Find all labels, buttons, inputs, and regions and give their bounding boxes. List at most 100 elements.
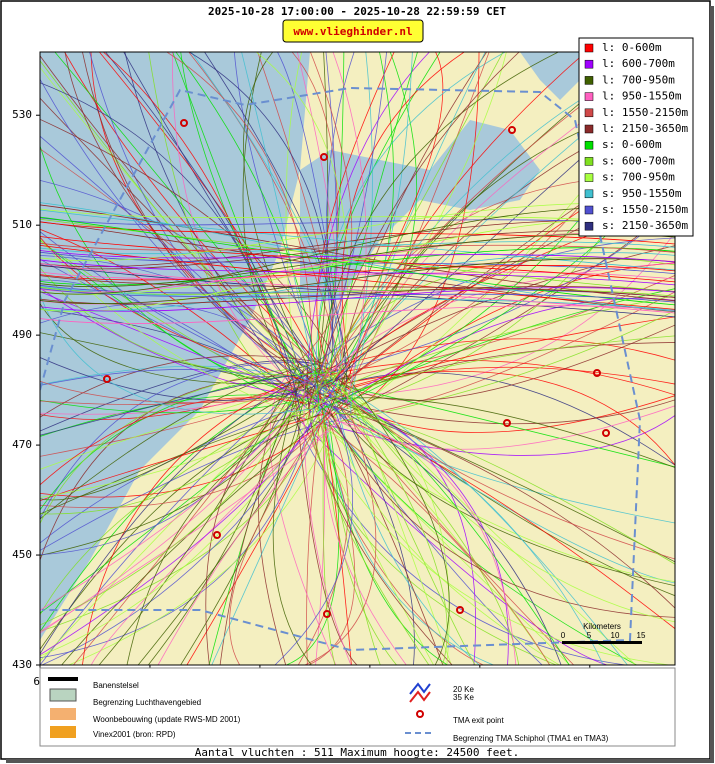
flight-track <box>40 372 342 656</box>
flight-track <box>315 404 637 665</box>
legend-label: l: 950-1550m <box>602 90 682 103</box>
legend-box <box>578 37 694 237</box>
flight-track <box>291 52 339 411</box>
flight-track <box>190 52 341 369</box>
map-border <box>39 51 676 666</box>
flight-track <box>40 388 304 662</box>
legend-swatch <box>584 205 594 215</box>
land <box>40 52 675 665</box>
flight-track <box>40 287 675 312</box>
flight-track <box>40 390 301 556</box>
flight-track <box>40 242 675 253</box>
legend-label: s: 600-700m <box>602 154 675 167</box>
flight-track <box>40 374 333 515</box>
scale-bar: Kilometers 0 5 10 15 <box>561 622 646 644</box>
flight-track <box>40 361 309 519</box>
flight-track <box>40 408 294 611</box>
flight-track <box>285 52 303 381</box>
flight-track <box>40 135 345 420</box>
flight-track <box>256 52 349 392</box>
legend-label: s: 700-950m <box>602 171 675 184</box>
tma-boundary <box>40 86 642 652</box>
flight-track <box>40 413 308 515</box>
exit-points <box>103 119 610 618</box>
legend-label: s: 2150-3650m <box>602 219 688 232</box>
flight-track <box>311 52 504 400</box>
flight-track <box>40 305 675 324</box>
flight-track <box>40 250 675 263</box>
flight-track <box>306 413 670 665</box>
legend-swatch <box>584 173 594 182</box>
flight-track <box>40 216 675 306</box>
flight-track <box>40 202 675 312</box>
y-tick-label: 490 <box>12 328 32 341</box>
legend-swatch <box>584 189 594 199</box>
flight-track <box>292 335 675 416</box>
flight-track <box>329 412 675 618</box>
flight-track <box>64 52 319 398</box>
flight-track <box>325 382 675 597</box>
flight-track <box>322 365 675 623</box>
flight-track <box>242 52 334 418</box>
flight-track <box>40 391 319 659</box>
flight-track <box>333 370 637 665</box>
legend-swatch <box>584 59 594 69</box>
flight-track <box>40 209 675 271</box>
flight-track <box>345 372 452 665</box>
scale-title: Kilometers <box>583 622 621 631</box>
flight-track <box>157 414 351 665</box>
flight-track <box>321 420 551 665</box>
flight-track <box>269 369 337 665</box>
y-tick-label: 530 <box>12 108 32 121</box>
flight-track <box>40 236 675 283</box>
legend-label: s: 1550-2150m <box>602 203 688 216</box>
legend-label: l: 700-950m <box>602 73 675 86</box>
flight-track <box>306 421 321 665</box>
flight-track <box>340 310 675 422</box>
flight-track <box>333 412 675 565</box>
legend-label: l: 0-600m <box>602 41 662 54</box>
flight-track <box>338 391 520 665</box>
flight-track <box>40 405 299 634</box>
flight-track <box>277 52 347 370</box>
flight-track <box>341 381 476 665</box>
flight-track <box>40 368 341 657</box>
flight-track <box>338 403 415 665</box>
flight-track <box>40 363 317 520</box>
flight-track <box>317 52 329 365</box>
flight-track <box>328 370 675 466</box>
flight-track <box>325 52 355 405</box>
scale-label: 10 <box>611 631 620 640</box>
url-box <box>282 19 424 43</box>
url[interactable]: www.vlieghinder.nl <box>293 25 412 38</box>
flight-track <box>328 366 448 665</box>
flight-track <box>40 397 306 486</box>
legend-swatch <box>584 108 594 118</box>
flight-track <box>40 258 675 305</box>
legend-text: Banenstelsel <box>93 681 139 690</box>
legend-text: Begrenzing Luchthavengebied <box>93 698 201 707</box>
flight-track <box>40 231 336 393</box>
legend-text: Vinex2001 (bron: RPD) <box>93 730 176 739</box>
flight-track <box>300 360 675 396</box>
flight-track <box>40 365 351 405</box>
flight-track <box>324 408 407 665</box>
flight-track <box>40 368 295 524</box>
legend-text: Begrenzing TMA Schiphol (TMA1 en TMA3) <box>453 734 609 743</box>
flight-track <box>40 294 315 415</box>
flight-track <box>294 389 358 665</box>
flight-track <box>40 145 324 401</box>
flight-track <box>322 362 336 665</box>
flight-track <box>73 363 310 665</box>
flight-track <box>40 365 334 401</box>
flight-track <box>40 384 305 501</box>
flight-track <box>233 52 330 388</box>
flight-track <box>89 52 351 406</box>
flight-track <box>303 377 352 665</box>
flight-track <box>274 413 353 665</box>
flight-track <box>338 52 394 374</box>
legend-swatch <box>584 76 594 85</box>
flight-track <box>40 355 330 418</box>
flight-track <box>40 380 335 404</box>
